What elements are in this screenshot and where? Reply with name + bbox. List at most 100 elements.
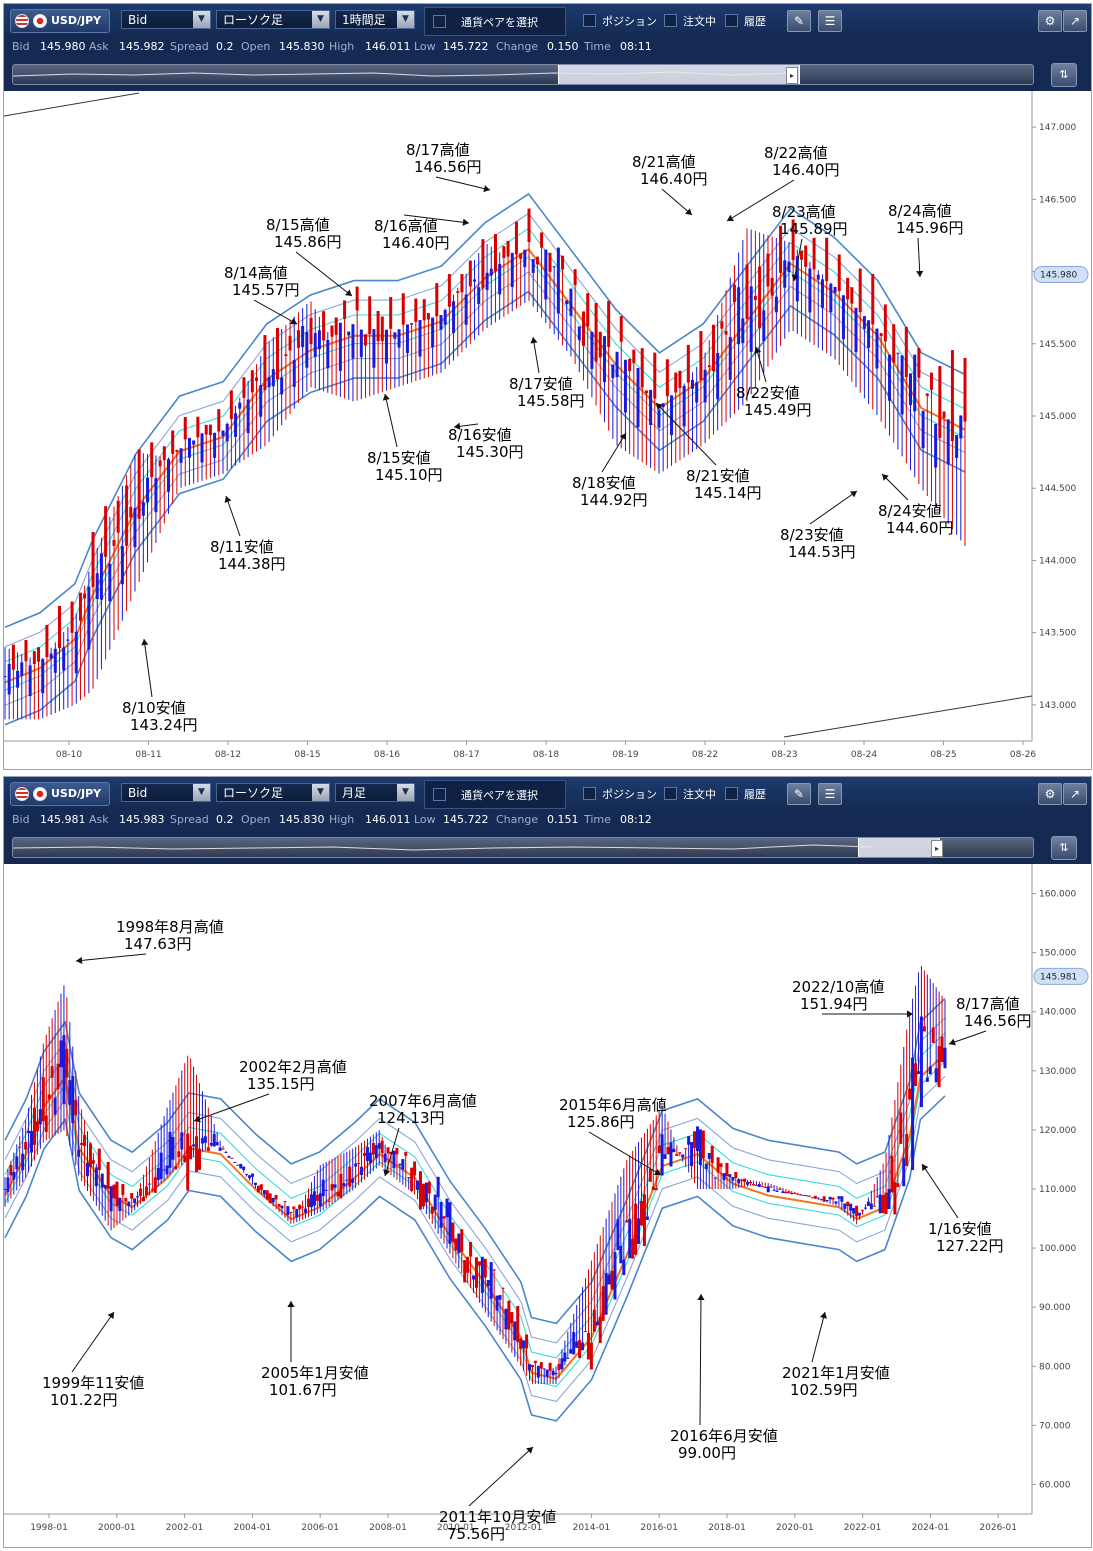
candle-up bbox=[810, 1197, 814, 1199]
symbol-selector[interactable]: USD/JPY bbox=[10, 781, 111, 806]
navigator-scrollbar[interactable]: ▸ bbox=[12, 64, 1034, 85]
navigator-scrollbar[interactable]: ▸ bbox=[12, 837, 1034, 858]
annotation-arrow bbox=[921, 1163, 959, 1219]
candle-down bbox=[448, 1202, 452, 1244]
bid-label: Bid bbox=[12, 813, 30, 826]
order-checkbox[interactable] bbox=[664, 14, 677, 27]
candle-down bbox=[698, 1129, 702, 1165]
monthly-chart[interactable]: 160.000 150.000 140.000 130.000 120.000 110.0… bbox=[4, 864, 1091, 1547]
candle-down bbox=[109, 1186, 113, 1212]
spread-label: Spread bbox=[170, 813, 209, 826]
annotation-price: 75.56円 bbox=[447, 1525, 505, 1543]
fit-view-button[interactable]: ⇅ bbox=[1051, 63, 1077, 87]
candle-down bbox=[670, 395, 674, 436]
candle-up bbox=[791, 219, 795, 261]
candle-down bbox=[799, 1194, 803, 1196]
bollinger-upper-1sigma bbox=[4, 1032, 946, 1359]
side-select[interactable]: Bid ▼ bbox=[121, 783, 211, 802]
annotation-arrow bbox=[726, 179, 795, 222]
candle-down bbox=[959, 415, 963, 439]
candle-up bbox=[674, 372, 678, 393]
candle-up bbox=[740, 1179, 744, 1181]
candle-down bbox=[108, 563, 112, 602]
candle-up bbox=[628, 358, 632, 372]
time-label: Time bbox=[584, 40, 611, 53]
y-tick-label: 140.000 bbox=[1039, 1008, 1076, 1018]
chart-type-select[interactable]: ローソク足 ▼ bbox=[216, 10, 330, 29]
candle-up bbox=[474, 1257, 478, 1288]
navigator-window[interactable] bbox=[858, 838, 940, 857]
candle-up bbox=[217, 409, 221, 432]
candle-up bbox=[414, 298, 418, 322]
candle-up bbox=[404, 1152, 408, 1156]
candle-up bbox=[640, 348, 644, 388]
indicator-button[interactable]: ☰ bbox=[818, 783, 842, 805]
period-select[interactable]: 月足 ▼ bbox=[335, 783, 415, 802]
candle-up bbox=[607, 300, 611, 347]
order-checkbox[interactable] bbox=[664, 787, 677, 800]
arrowhead-icon bbox=[107, 1312, 114, 1319]
ask-value: 145.982 bbox=[119, 40, 165, 53]
navigator-handle[interactable]: ▸ bbox=[786, 67, 798, 84]
indicator-button[interactable]: ☰ bbox=[818, 10, 842, 32]
settings-gear-icon[interactable]: ⚙ bbox=[1038, 10, 1062, 32]
jp-flag-icon bbox=[33, 786, 47, 801]
fit-view-button[interactable]: ⇅ bbox=[1051, 836, 1077, 860]
pair-select-checkbox[interactable] bbox=[433, 15, 446, 28]
candle-up bbox=[720, 321, 724, 329]
candle-up bbox=[822, 1196, 826, 1202]
annotation-price: 124.13円 bbox=[377, 1109, 445, 1127]
symbol-selector[interactable]: USD/JPY bbox=[10, 8, 111, 33]
side-select[interactable]: Bid ▼ bbox=[121, 10, 211, 29]
candle-up bbox=[195, 1136, 199, 1172]
x-tick-label: 08-17 bbox=[453, 750, 479, 760]
arrowhead-icon bbox=[141, 639, 149, 646]
position-checkbox[interactable] bbox=[583, 14, 596, 27]
drawing-tool-button[interactable]: ✎ bbox=[787, 10, 811, 32]
navigator-window[interactable] bbox=[558, 65, 800, 84]
spread-label: Spread bbox=[170, 40, 209, 53]
annotation-arrow bbox=[755, 346, 767, 383]
pair-select-label: 通貨ペアを選択 bbox=[461, 16, 538, 29]
settings-gear-icon[interactable]: ⚙ bbox=[1038, 783, 1062, 805]
candle-up bbox=[778, 1188, 782, 1190]
candle-up bbox=[141, 1197, 145, 1202]
candle-up bbox=[846, 1201, 850, 1207]
candle-up bbox=[904, 326, 908, 378]
candle-down bbox=[551, 1370, 555, 1376]
drawing-tool-button[interactable]: ✎ bbox=[787, 783, 811, 805]
position-checkbox[interactable] bbox=[583, 787, 596, 800]
annotation-price: 135.15円 bbox=[247, 1075, 315, 1093]
annotation-date: 8/16高値 bbox=[374, 217, 438, 235]
x-tick-label: 08-10 bbox=[56, 750, 82, 760]
candle-down bbox=[401, 1159, 405, 1170]
history-checkbox[interactable] bbox=[725, 787, 738, 800]
history-checkbox[interactable] bbox=[725, 14, 738, 27]
candle-up bbox=[800, 250, 804, 260]
chart-type-select[interactable]: ローソク足 ▼ bbox=[216, 783, 330, 802]
popout-icon[interactable]: ↗ bbox=[1063, 10, 1087, 32]
arrowhead-icon bbox=[656, 403, 663, 410]
popout-icon[interactable]: ↗ bbox=[1063, 783, 1087, 805]
annotation-arrow bbox=[532, 336, 540, 374]
hourly-chart[interactable]: 147.000146.500146.000145.500145.000144.5… bbox=[4, 91, 1091, 769]
pair-select-checkbox[interactable] bbox=[433, 788, 446, 801]
navigator-handle[interactable]: ▸ bbox=[931, 840, 943, 857]
candle-up bbox=[150, 442, 154, 478]
candle-down bbox=[418, 319, 422, 357]
candle-up bbox=[32, 1107, 36, 1145]
candle-up bbox=[389, 296, 393, 329]
period-select[interactable]: 1時間足 ▼ bbox=[335, 10, 415, 29]
candle-down bbox=[498, 1295, 502, 1300]
x-tick-label: 08-12 bbox=[215, 750, 241, 760]
x-tick-label: 2022-01 bbox=[844, 1523, 882, 1533]
pair-select-box[interactable]: 通貨ペアを選択 bbox=[424, 780, 566, 809]
pair-select-box[interactable]: 通貨ペアを選択 bbox=[424, 7, 566, 36]
annotation-date: 8/22高値 bbox=[764, 144, 828, 162]
candle-down bbox=[94, 1167, 98, 1187]
annotation-date: 8/15安値 bbox=[367, 449, 431, 467]
